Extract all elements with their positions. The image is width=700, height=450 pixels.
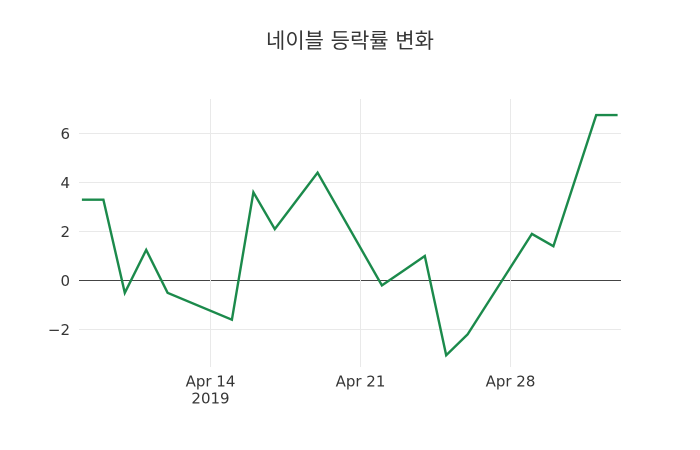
gridlines-layer xyxy=(79,99,621,367)
y-tick-label: −2 xyxy=(48,321,70,339)
chart-title: 네이블 등락률 변화 xyxy=(266,29,434,53)
x-tick-label: Apr 28 xyxy=(486,373,536,391)
x-tick-label: Apr 14 xyxy=(186,373,236,391)
y-tick-label: 0 xyxy=(60,272,70,290)
y-axis-tick-labels: 6 4 2 0 −2 xyxy=(48,125,70,339)
y-tick-label: 2 xyxy=(60,223,70,241)
price-change-series-line xyxy=(81,113,618,358)
y-tick-label: 4 xyxy=(60,174,70,192)
series-layer xyxy=(81,113,618,358)
y-tick-label: 6 xyxy=(60,125,70,143)
x-tick-label: Apr 21 xyxy=(336,373,386,391)
x-tick-sublabel: 2019 xyxy=(191,390,229,408)
